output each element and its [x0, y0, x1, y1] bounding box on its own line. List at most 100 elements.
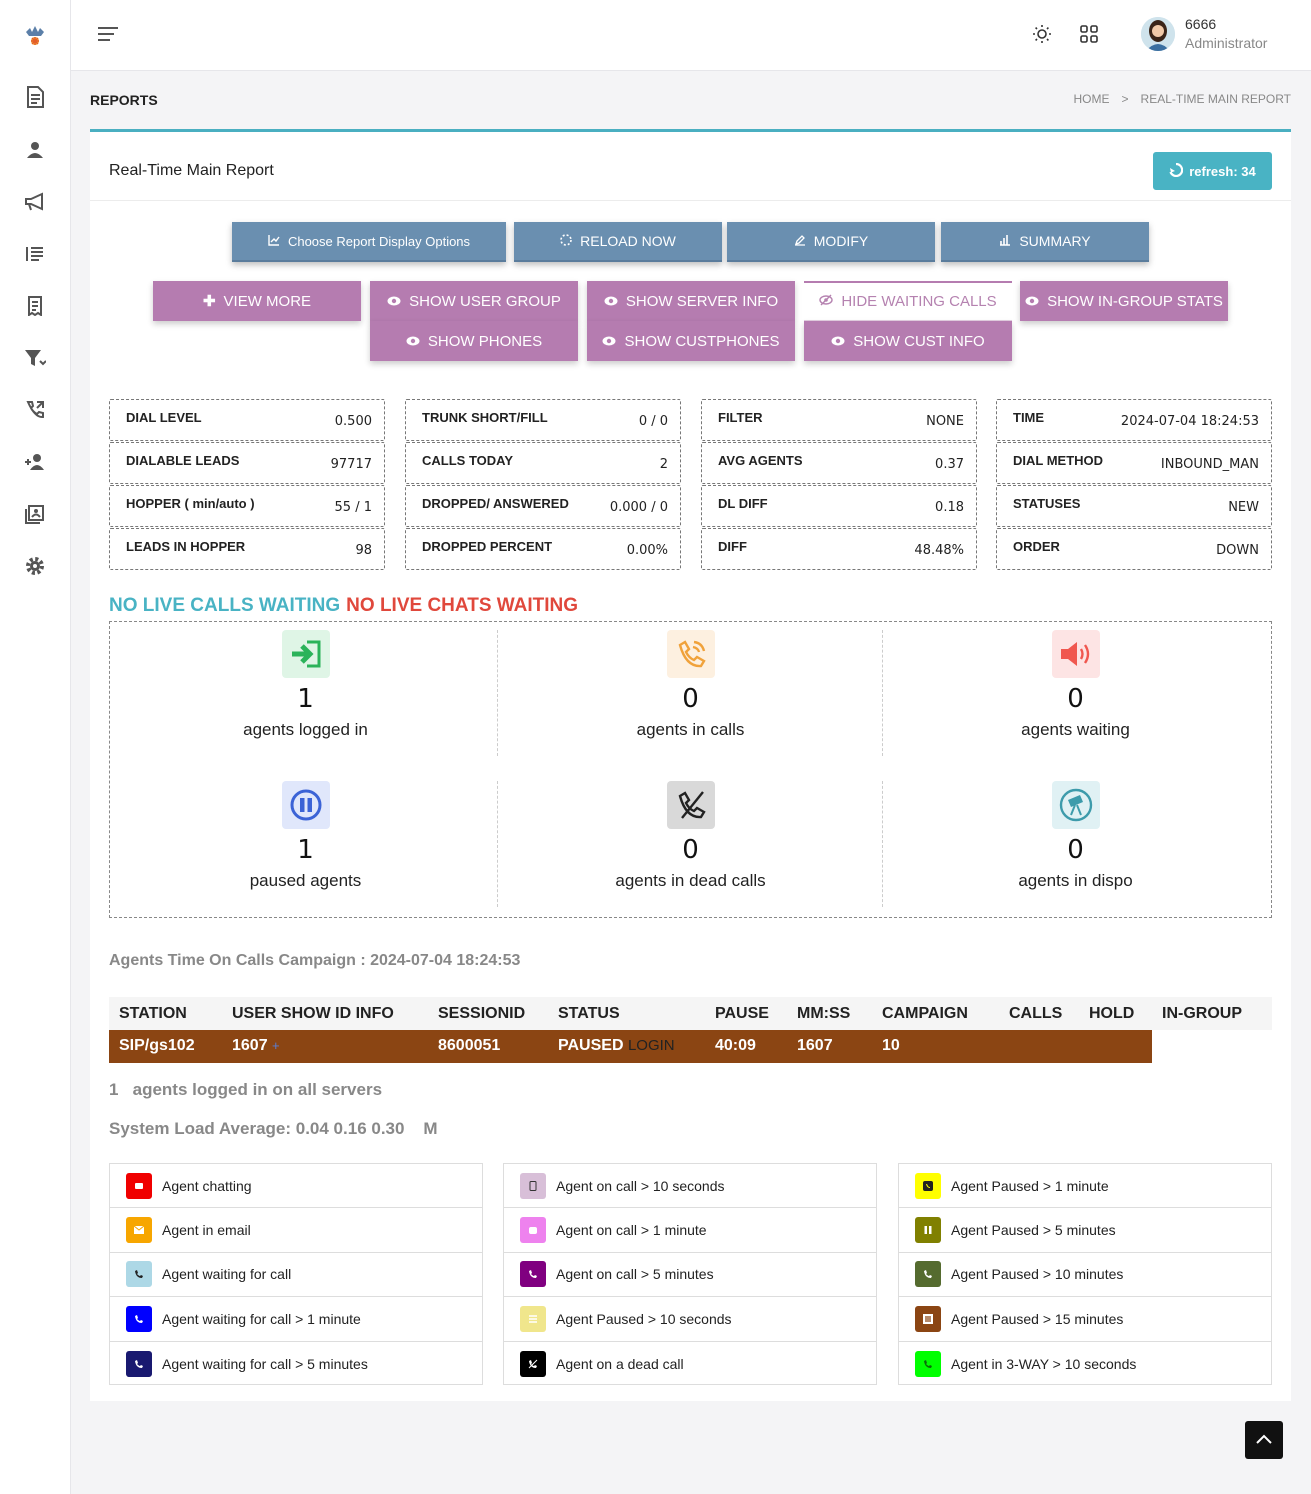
- theme-toggle-icon[interactable]: [1032, 24, 1052, 44]
- eye-icon: [1025, 293, 1039, 310]
- stat-label: STATUSES: [1013, 496, 1081, 511]
- calls-waiting-status: NO LIVE CALLS WAITING: [109, 595, 341, 616]
- agents-waiting-count: 0: [1067, 684, 1084, 714]
- phone-icon: [915, 1350, 941, 1377]
- agents-logged-in-tile: 1 agents logged in: [113, 622, 498, 762]
- hide-waiting-calls-button[interactable]: HIDE WAITING CALLS: [804, 281, 1012, 321]
- system-load: System Load Average: 0.04 0.16 0.30 M: [109, 1119, 438, 1138]
- stat-value: 48.48%: [914, 543, 964, 558]
- stat-box: AVG AGENTS 0.37: [701, 442, 977, 484]
- stat-value: 0.00%: [626, 543, 668, 558]
- legend-column-2: Agent on call > 10 seconds Agent on call…: [503, 1163, 877, 1385]
- phone-off-icon: [666, 781, 715, 829]
- show-user-group-button[interactable]: SHOW USER GROUP: [370, 281, 578, 321]
- stat-label: ORDER: [1013, 539, 1060, 554]
- view-more-label: VIEW MORE: [223, 292, 312, 310]
- display-options-button[interactable]: Choose Report Display Options: [232, 222, 506, 262]
- legend-item: Agent Paused > 10 seconds: [504, 1297, 876, 1342]
- show-custphones-button[interactable]: SHOW CUSTPHONES: [587, 321, 795, 361]
- logo-icon[interactable]: [24, 24, 46, 48]
- paused-agents-tile: 1 paused agents: [113, 773, 498, 913]
- contacts-icon[interactable]: [24, 503, 46, 525]
- legend-item: Agent Paused > 5 minutes: [899, 1208, 1271, 1253]
- stat-value: 0 / 0: [638, 414, 668, 429]
- show-server-info-button[interactable]: SHOW SERVER INFO: [587, 281, 795, 321]
- show-cust-info-button[interactable]: SHOW CUST INFO: [804, 321, 1012, 361]
- stat-label: FILTER: [718, 410, 763, 425]
- divider: [90, 200, 1291, 201]
- col-calls: CALLS: [1009, 1005, 1063, 1022]
- stat-label: TRUNK SHORT/FILL: [422, 410, 548, 425]
- list-icon[interactable]: [24, 243, 46, 265]
- show-custphones-label: SHOW CUSTPHONES: [624, 332, 780, 350]
- user-info-link[interactable]: +: [272, 1038, 280, 1053]
- recycle-icon: [1169, 162, 1184, 180]
- stat-label: DIAL LEVEL: [126, 410, 202, 425]
- legend-label: Agent Paused > 5 minutes: [951, 1222, 1116, 1239]
- agents-in-dispo-count: 0: [1067, 835, 1084, 865]
- stat-value: NONE: [926, 414, 964, 429]
- eye-slash-icon: [819, 293, 834, 310]
- stat-value: 2: [659, 457, 668, 472]
- scroll-to-top-button[interactable]: [1245, 1421, 1283, 1459]
- status-cell: PAUSED LOGIN: [558, 1037, 675, 1055]
- phone-forward-icon[interactable]: [24, 399, 46, 421]
- stat-value: DOWN: [1216, 543, 1259, 558]
- waiting-status: NO LIVE CALLS WAITING NO LIVE CHATS WAITI…: [109, 595, 578, 617]
- settings-icon[interactable]: [24, 555, 46, 577]
- breadcrumb-home[interactable]: HOME: [1073, 92, 1110, 106]
- card-title: Real-Time Main Report: [109, 162, 274, 179]
- stat-value: 97717: [330, 457, 372, 472]
- phone-icon: [520, 1261, 546, 1288]
- avatar[interactable]: [1141, 17, 1175, 51]
- reload-now-button[interactable]: RELOAD NOW: [514, 222, 722, 262]
- view-more-button[interactable]: ✚ VIEW MORE: [153, 281, 361, 321]
- apps-grid-icon[interactable]: [1079, 24, 1099, 44]
- stat-label: DROPPED PERCENT: [422, 539, 553, 554]
- show-phones-button[interactable]: SHOW PHONES: [370, 321, 578, 361]
- page-title: REPORTS: [90, 92, 158, 108]
- megaphone-icon[interactable]: [24, 191, 46, 213]
- stat-label: AVG AGENTS: [718, 453, 803, 468]
- modify-button[interactable]: MODIFY: [727, 222, 935, 262]
- legend-label: Agent waiting for call > 5 minutes: [162, 1355, 368, 1372]
- campaign-cell: 10: [882, 1037, 900, 1054]
- show-ingroup-stats-button[interactable]: SHOW IN-GROUP STATS: [1020, 281, 1228, 321]
- document-icon[interactable]: [24, 86, 46, 108]
- agents-in-dispo-tile: 0 agents in dispo: [883, 773, 1268, 913]
- legend-item: Agent chatting: [110, 1164, 482, 1209]
- legend-item: Agent Paused > 1 minute: [899, 1164, 1271, 1209]
- col-ingroup: IN-GROUP: [1162, 1005, 1242, 1022]
- show-server-info-label: SHOW SERVER INFO: [625, 292, 779, 310]
- stat-box: TIME 2024-07-04 18:24:53: [996, 399, 1272, 441]
- filter-icon[interactable]: [24, 347, 46, 369]
- legend-item: Agent on a dead call: [504, 1342, 876, 1386]
- breadcrumb: HOME > REAL-TIME MAIN REPORT: [1074, 92, 1291, 106]
- stat-box: LEADS IN HOPPER 98: [109, 528, 385, 570]
- stat-label: CALLS TODAY: [422, 453, 514, 468]
- session-cell: 8600051: [438, 1037, 501, 1054]
- legend-item: Agent waiting for call > 5 minutes: [110, 1342, 482, 1386]
- user-id-cell: 1607: [232, 1037, 268, 1054]
- legend-label: Agent on call > 5 minutes: [556, 1266, 714, 1283]
- stat-box: ORDER DOWN: [996, 528, 1272, 570]
- chevron-up-icon: [1256, 1431, 1272, 1449]
- table-row[interactable]: SIP/gs102 1607 + 8600051 PAUSED LOGIN 40…: [109, 1030, 1152, 1063]
- stat-box: DIALABLE LEADS 97717: [109, 442, 385, 484]
- table-header: STATION USER SHOW ID INFO SESSIONID STAT…: [109, 997, 1272, 1030]
- agents-waiting-tile: 0 agents waiting: [883, 622, 1268, 762]
- legend-label: Agent on call > 1 minute: [556, 1222, 707, 1239]
- user-icon[interactable]: [24, 139, 46, 161]
- menu-toggle-icon[interactable]: [97, 26, 119, 42]
- col-hold: HOLD: [1089, 1005, 1135, 1022]
- legend-item: Agent Paused > 15 minutes: [899, 1297, 1271, 1342]
- summary-button[interactable]: SUMMARY: [941, 222, 1149, 262]
- legend-item: Agent Paused > 10 minutes: [899, 1253, 1271, 1298]
- legend-column-3: Agent Paused > 1 minute Agent Paused > 5…: [898, 1163, 1272, 1385]
- legend-item: Agent in email: [110, 1208, 482, 1253]
- legend-label: Agent on call > 10 seconds: [556, 1177, 725, 1194]
- add-users-icon[interactable]: [24, 451, 46, 473]
- receipt-icon[interactable]: [24, 295, 46, 317]
- refresh-button[interactable]: refresh: 34: [1153, 152, 1272, 190]
- display-options-label: Choose Report Display Options: [287, 233, 471, 249]
